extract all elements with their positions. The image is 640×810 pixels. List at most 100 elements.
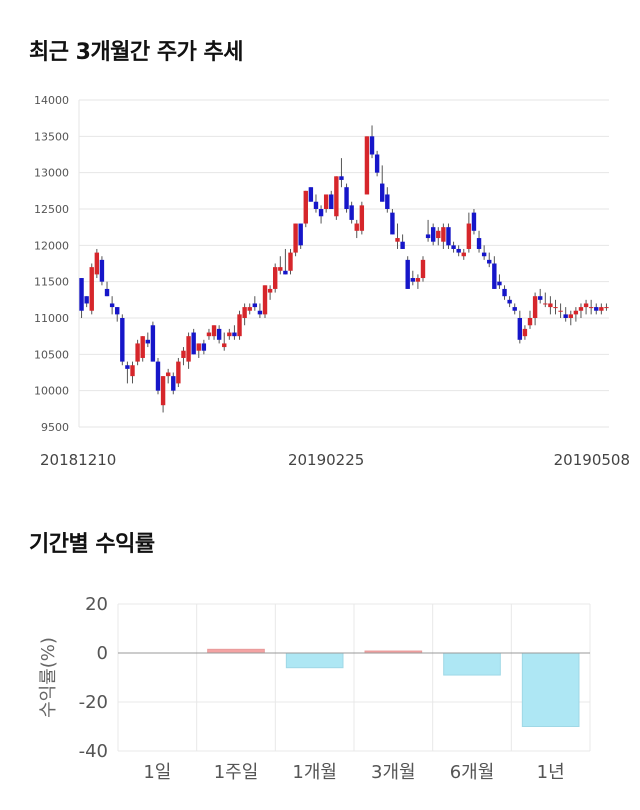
y-tick-label: 0: [97, 643, 108, 664]
candle-body: [354, 223, 359, 231]
candle-body: [334, 176, 339, 217]
candle-body: [415, 278, 421, 282]
candle-body: [425, 234, 431, 239]
candle-body: [405, 259, 410, 289]
candle-body: [165, 372, 171, 377]
candle-body: [558, 310, 563, 312]
candle-body: [497, 281, 502, 286]
candle-body: [400, 241, 405, 249]
candle-body: [364, 136, 370, 195]
candle-body: [84, 296, 89, 304]
candle-body: [120, 318, 125, 362]
candle-body: [385, 194, 390, 209]
return-bar: [285, 652, 344, 669]
candle-body: [339, 176, 344, 180]
candle-body: [410, 278, 415, 282]
x-tick-label: 3개월: [371, 762, 416, 783]
candle-body: [451, 245, 456, 249]
candle-body: [517, 318, 523, 340]
candle-body: [380, 183, 385, 202]
candle-body: [553, 307, 558, 309]
y-tick-label: 13500: [34, 130, 69, 143]
candle-body: [262, 285, 268, 315]
x-tick-label: 20181210: [40, 451, 116, 469]
x-tick-label: 1년: [537, 762, 565, 783]
candle-body: [538, 296, 543, 300]
candle-body: [125, 365, 130, 369]
y-tick-label: 11000: [34, 312, 69, 325]
candle-body: [222, 343, 227, 348]
return-bar: [443, 652, 501, 676]
candle-body: [436, 230, 441, 239]
candle-body: [196, 343, 201, 351]
x-tick-label: 6개월: [450, 762, 495, 783]
candlestick-chart: 9500 10000 10500 11000 11500 12000 12500 13000 1…: [34, 94, 630, 469]
candle-body: [329, 194, 334, 209]
candle-body: [481, 252, 487, 257]
candle-body: [318, 209, 324, 217]
candle-body: [323, 194, 329, 209]
returns-bar-chart: -40 -20 0 20 1일 1주일 1개월 3개월 6개월 1년 수익률(%): [38, 594, 591, 783]
candle-body: [115, 307, 120, 315]
candle-body: [227, 332, 232, 337]
y-tick-label: 13000: [34, 167, 69, 180]
candle-body: [466, 223, 472, 249]
candle-body: [599, 307, 604, 311]
candle-body: [242, 307, 247, 318]
candle-body: [181, 350, 186, 358]
y-tick-label: 10500: [34, 348, 69, 361]
return-bar: [521, 652, 580, 727]
x-tick-label: 20190225: [288, 451, 364, 469]
candle-body: [430, 227, 436, 242]
x-tick-label: 1개월: [292, 762, 337, 783]
candle-body: [288, 252, 293, 271]
y-tick-label: 12000: [34, 239, 69, 252]
candle-body: [232, 332, 237, 337]
y-tick-label: -40: [79, 741, 108, 762]
candle-body: [487, 259, 492, 264]
candle-body: [247, 307, 252, 311]
candle-body: [374, 154, 380, 173]
candle-body: [527, 318, 533, 326]
candle-body: [395, 238, 400, 242]
candle-body: [532, 296, 538, 318]
candle-body: [155, 361, 161, 391]
candle-body: [171, 376, 176, 391]
candle-body: [94, 252, 100, 275]
y-tick-label: 9500: [41, 421, 69, 434]
candle-body: [191, 332, 196, 355]
candle-body: [79, 278, 84, 311]
candle-body: [492, 263, 497, 289]
x-tick-label: 1일: [143, 762, 171, 783]
candle-body: [160, 376, 166, 406]
candle-body: [99, 259, 105, 282]
candle-body: [303, 190, 308, 224]
y-tick-label: -20: [79, 692, 108, 713]
candle-body: [109, 303, 115, 308]
candle-body: [548, 303, 553, 308]
candle-body: [252, 303, 258, 308]
candle-body: [369, 136, 375, 155]
returns-chart-title: 기간별 수익률: [29, 532, 155, 557]
candle-body: [594, 307, 599, 311]
candle-body: [298, 223, 303, 246]
y-tick-label: 20: [85, 594, 108, 615]
candle-body: [145, 339, 150, 344]
candle-body: [130, 365, 135, 377]
candle-body: [461, 252, 466, 257]
candle-body: [186, 336, 191, 362]
return-bar: [207, 648, 265, 654]
candle-body: [283, 270, 288, 275]
y-tick-label: 10000: [34, 385, 69, 398]
candle-body: [201, 343, 207, 351]
candle-body: [446, 227, 451, 246]
candle-body: [349, 205, 354, 220]
candle-body: [176, 361, 181, 384]
candle-body: [237, 314, 242, 337]
candle-body: [441, 227, 446, 242]
price-chart-title: 최근 3개월간 주가 추세: [29, 40, 243, 65]
candle-body: [89, 267, 94, 311]
x-tick-label: 20190508: [554, 451, 630, 469]
candle-body: [588, 307, 594, 309]
candle-body: [568, 314, 573, 318]
